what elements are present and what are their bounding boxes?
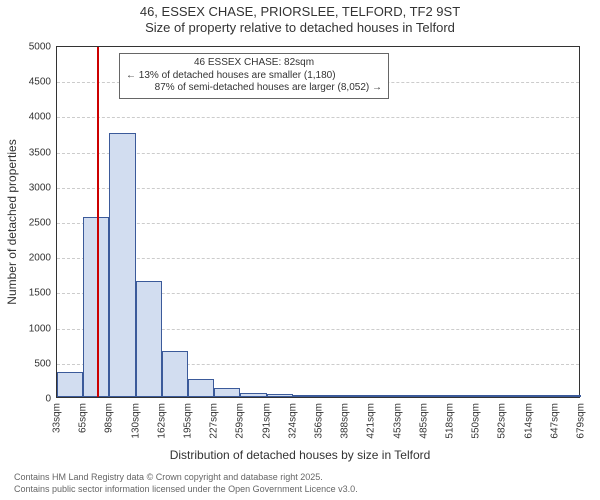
y-tick-label: 5000 xyxy=(29,42,57,53)
x-tick-label: 356sqm xyxy=(314,403,325,439)
chart-title-line1: 46, ESSEX CHASE, PRIORSLEE, TELFORD, TF2… xyxy=(0,4,600,20)
histogram-bar xyxy=(293,395,319,397)
histogram-bar xyxy=(240,393,266,397)
grid-line xyxy=(57,117,579,118)
histogram-bar xyxy=(188,379,214,397)
histogram-bar xyxy=(267,394,293,397)
annotation-title: 46 ESSEX CHASE: 82sqm xyxy=(126,57,382,70)
chart-container: 46, ESSEX CHASE, PRIORSLEE, TELFORD, TF2… xyxy=(0,0,600,500)
x-tick-label: 485sqm xyxy=(418,403,429,439)
y-tick-label: 3000 xyxy=(29,182,57,193)
histogram-bar xyxy=(214,388,240,397)
x-tick-label: 291sqm xyxy=(261,403,272,439)
x-tick-label: 98sqm xyxy=(104,403,115,433)
x-tick-label: 162sqm xyxy=(156,403,167,439)
footer-line2: Contains public sector information licen… xyxy=(14,484,358,495)
histogram-bar xyxy=(162,351,188,397)
annotation-larger: 87% of semi-detached houses are larger (… xyxy=(126,82,382,95)
x-tick-label: 130sqm xyxy=(130,403,141,439)
x-tick-label: 614sqm xyxy=(523,403,534,439)
annotation-smaller: ← 13% of detached houses are smaller (1,… xyxy=(126,70,382,83)
histogram-bar xyxy=(398,395,424,397)
histogram-bar xyxy=(345,395,371,397)
x-tick-label: 227sqm xyxy=(209,403,220,439)
x-axis-label: Distribution of detached houses by size … xyxy=(0,448,600,462)
x-tick-label: 550sqm xyxy=(471,403,482,439)
footer-line1: Contains HM Land Registry data © Crown c… xyxy=(14,472,323,483)
histogram-bar xyxy=(319,395,345,397)
x-tick-label: 647sqm xyxy=(549,403,560,439)
y-tick-label: 3500 xyxy=(29,147,57,158)
x-tick-label: 582sqm xyxy=(497,403,508,439)
y-tick-label: 2500 xyxy=(29,218,57,229)
histogram-bar xyxy=(529,395,555,397)
x-tick-label: 679sqm xyxy=(576,403,587,439)
y-tick-label: 1500 xyxy=(29,288,57,299)
histogram-bar xyxy=(371,395,397,397)
x-tick-label: 421sqm xyxy=(366,403,377,439)
y-tick-label: 4000 xyxy=(29,112,57,123)
histogram-bar xyxy=(57,372,83,397)
x-tick-label: 195sqm xyxy=(183,403,194,439)
annotation-box: 46 ESSEX CHASE: 82sqm← 13% of detached h… xyxy=(119,53,389,99)
histogram-bar xyxy=(424,395,450,397)
histogram-bar xyxy=(109,133,135,397)
y-tick-label: 500 xyxy=(34,358,57,369)
x-tick-label: 259sqm xyxy=(235,403,246,439)
histogram-bar xyxy=(136,281,162,397)
plot-area: 0500100015002000250030003500400045005000… xyxy=(56,46,580,398)
x-tick-label: 388sqm xyxy=(340,403,351,439)
histogram-bar xyxy=(502,395,528,397)
y-tick-label: 4500 xyxy=(29,77,57,88)
y-tick-label: 1000 xyxy=(29,323,57,334)
x-tick-label: 518sqm xyxy=(445,403,456,439)
x-tick-label: 65sqm xyxy=(78,403,89,433)
histogram-bar xyxy=(476,395,502,397)
chart-title-line2: Size of property relative to detached ho… xyxy=(0,20,600,36)
property-marker-line xyxy=(97,47,99,397)
histogram-bar xyxy=(555,395,581,397)
y-tick-label: 2000 xyxy=(29,253,57,264)
x-tick-label: 324sqm xyxy=(287,403,298,439)
x-tick-label: 33sqm xyxy=(52,403,63,433)
histogram-bar xyxy=(450,395,476,397)
y-axis-label: Number of detached properties xyxy=(5,139,19,304)
chart-title: 46, ESSEX CHASE, PRIORSLEE, TELFORD, TF2… xyxy=(0,0,600,37)
x-tick-label: 453sqm xyxy=(392,403,403,439)
